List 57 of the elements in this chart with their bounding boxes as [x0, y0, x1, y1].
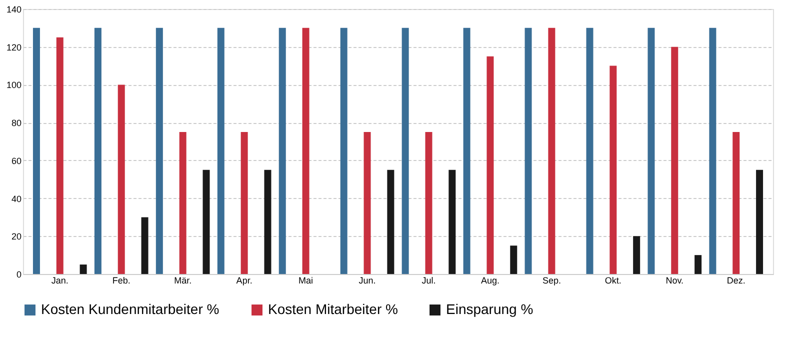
legend-label: Kosten Mitarbeiter %: [268, 301, 398, 317]
y-tick-label: 140: [6, 4, 22, 14]
bar: [32, 28, 40, 274]
bar: [387, 170, 394, 274]
bar: [202, 170, 210, 274]
bar: [524, 28, 532, 274]
x-tick-label: Feb.: [112, 276, 130, 286]
bar: [586, 28, 594, 274]
bar: [340, 28, 348, 274]
bar: [217, 28, 224, 274]
bar: [486, 56, 494, 274]
y-tick-label: 20: [11, 232, 22, 242]
bar: [156, 28, 163, 274]
bar: [56, 37, 64, 274]
bar: [448, 170, 456, 274]
bar: [264, 170, 272, 274]
legend-label: Einsparung %: [446, 301, 534, 317]
bar: [302, 28, 310, 274]
x-tick-label: Jan.: [51, 276, 68, 286]
y-tick-label: 120: [6, 42, 22, 52]
bar: [94, 28, 102, 274]
bar: [141, 217, 148, 274]
x-tick-label: Dez.: [726, 276, 746, 286]
y-tick-label: 0: [16, 270, 22, 280]
y-tick-label: 100: [6, 80, 22, 90]
bar: [118, 84, 125, 274]
y-tick-label: 40: [11, 194, 22, 204]
x-tick-label: Mai: [298, 276, 314, 286]
bar: [364, 132, 371, 274]
bar: [671, 46, 678, 274]
bar: [179, 132, 186, 274]
bar: [548, 28, 556, 274]
x-tick-label: Mär.: [174, 276, 192, 286]
x-tick-label: Apr.: [236, 276, 252, 286]
bar: [610, 66, 617, 274]
x-tick-label: Nov.: [666, 276, 684, 286]
bar: [278, 28, 286, 274]
bar: [240, 132, 248, 274]
bar: [80, 264, 87, 274]
bar: [756, 170, 764, 274]
bar: [510, 246, 518, 274]
bar: [648, 28, 655, 274]
x-tick-label: Jul.: [422, 276, 436, 286]
y-tick-label: 80: [11, 118, 22, 128]
bar: [463, 28, 470, 274]
bar: [402, 28, 409, 274]
bar: [732, 132, 740, 274]
bar: [425, 132, 432, 274]
legend-label: Kosten Kundenmitarbeiter %: [41, 301, 220, 317]
x-tick-label: Jun.: [358, 276, 376, 286]
x-tick-label: Aug.: [480, 276, 500, 286]
x-tick-label: Sep.: [542, 276, 561, 286]
bar: [633, 236, 640, 274]
x-tick-label: Okt.: [604, 276, 622, 286]
bar: [694, 255, 702, 274]
bar: [709, 28, 716, 274]
y-tick-label: 60: [11, 156, 22, 166]
